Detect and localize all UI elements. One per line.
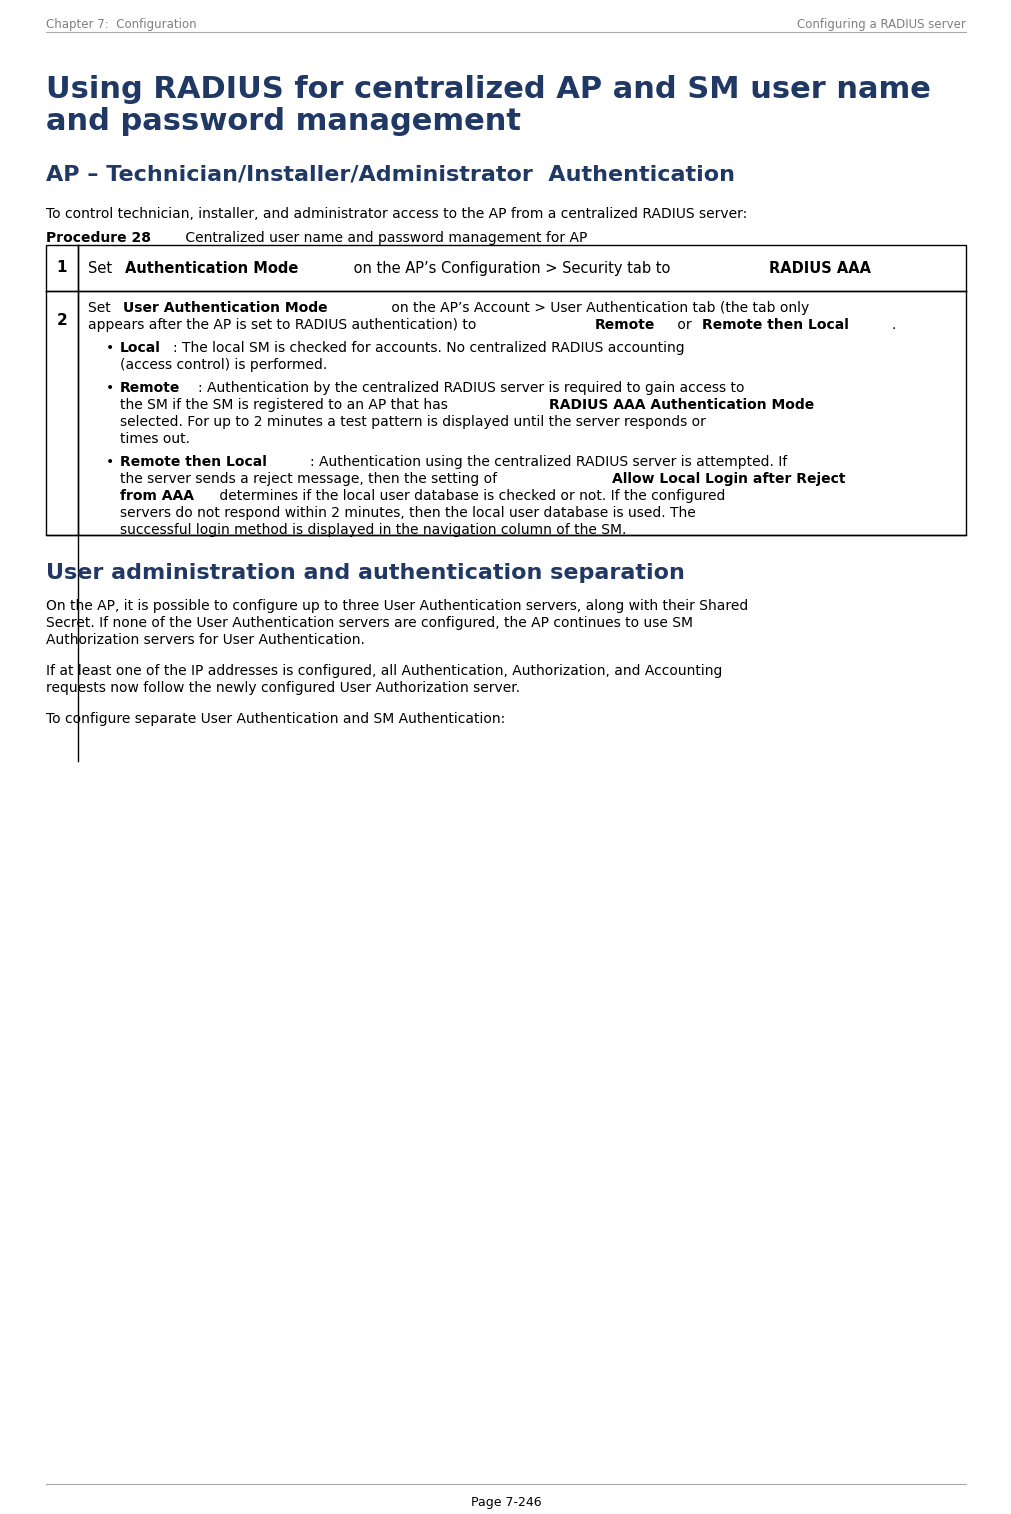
Text: and password management: and password management	[45, 107, 521, 136]
Text: : Authentication using the centralized RADIUS server is attempted. If: : Authentication using the centralized R…	[309, 456, 786, 469]
Text: If at least one of the IP addresses is configured, all Authentication, Authoriza: If at least one of the IP addresses is c…	[45, 665, 722, 678]
Text: servers do not respond within 2 minutes, then the local user database is used. T: servers do not respond within 2 minutes,…	[120, 506, 696, 519]
Text: Authorization servers for User Authentication.: Authorization servers for User Authentic…	[45, 633, 365, 646]
Text: (access control) is performed.: (access control) is performed.	[120, 357, 327, 372]
Text: To control technician, installer, and administrator access to the AP from a cent: To control technician, installer, and ad…	[45, 207, 746, 221]
Text: Procedure 28: Procedure 28	[45, 232, 151, 245]
Text: Secret. If none of the User Authentication servers are configured, the AP contin: Secret. If none of the User Authenticati…	[45, 616, 693, 630]
Text: User administration and authentication separation: User administration and authentication s…	[45, 563, 684, 583]
Text: Local: Local	[120, 341, 161, 354]
Text: Allow Local Login after Reject: Allow Local Login after Reject	[612, 472, 845, 486]
Text: Set: Set	[88, 301, 115, 315]
Text: RADIUS AAA Authentication Mode: RADIUS AAA Authentication Mode	[548, 398, 813, 412]
Text: requests now follow the newly configured User Authorization server.: requests now follow the newly configured…	[45, 681, 520, 695]
Text: Configuring a RADIUS server: Configuring a RADIUS server	[797, 18, 966, 30]
Text: •: •	[106, 382, 114, 395]
Text: Authentication Mode: Authentication Mode	[125, 260, 298, 276]
Text: RADIUS AAA: RADIUS AAA	[768, 260, 870, 276]
Text: Remote then Local: Remote then Local	[120, 456, 267, 469]
Text: On the AP, it is possible to configure up to three User Authentication servers, : On the AP, it is possible to configure u…	[45, 600, 747, 613]
Text: the SM if the SM is registered to an AP that has: the SM if the SM is registered to an AP …	[120, 398, 452, 412]
Text: from AAA: from AAA	[120, 489, 194, 503]
Text: Page 7-246: Page 7-246	[470, 1496, 541, 1509]
Text: Using RADIUS for centralized AP and SM user name: Using RADIUS for centralized AP and SM u…	[45, 76, 930, 104]
Text: appears after the AP is set to RADIUS authentication) to: appears after the AP is set to RADIUS au…	[88, 318, 480, 332]
Text: Remote: Remote	[594, 318, 654, 332]
Text: AP – Technician/Installer/Administrator  Authentication: AP – Technician/Installer/Administrator …	[45, 165, 734, 185]
Text: 2: 2	[57, 313, 68, 329]
Bar	[45, 245, 966, 534]
Text: : The local SM is checked for accounts. No centralized RADIUS accounting: : The local SM is checked for accounts. …	[173, 341, 683, 354]
Text: selected. For up to 2 minutes a test pattern is displayed until the server respo: selected. For up to 2 minutes a test pat…	[120, 415, 706, 428]
Text: times out.: times out.	[120, 431, 190, 447]
Text: Centralized user name and password management for AP: Centralized user name and password manag…	[181, 232, 587, 245]
Text: .: .	[891, 318, 896, 332]
Text: the server sends a reject message, then the setting of: the server sends a reject message, then …	[120, 472, 501, 486]
Text: on the AP’s Account > User Authentication tab (the tab only: on the AP’s Account > User Authenticatio…	[386, 301, 809, 315]
Text: : Authentication by the centralized RADIUS server is required to gain access to: : Authentication by the centralized RADI…	[198, 382, 744, 395]
Text: Remote: Remote	[120, 382, 180, 395]
Text: successful login method is displayed in the navigation column of the SM.: successful login method is displayed in …	[120, 522, 626, 537]
Text: User Authentication Mode: User Authentication Mode	[123, 301, 328, 315]
Text: •: •	[106, 456, 114, 469]
Text: Set: Set	[88, 260, 116, 276]
Text: •: •	[106, 341, 114, 354]
Text: on the AP’s Configuration > Security tab to: on the AP’s Configuration > Security tab…	[349, 260, 674, 276]
Text: Remote then Local: Remote then Local	[702, 318, 848, 332]
Text: Chapter 7:  Configuration: Chapter 7: Configuration	[45, 18, 196, 30]
Text: 1: 1	[57, 260, 67, 276]
Text: To configure separate User Authentication and SM Authentication:: To configure separate User Authenticatio…	[45, 712, 504, 727]
Text: determines if the local user database is checked or not. If the configured: determines if the local user database is…	[215, 489, 725, 503]
Text: or: or	[672, 318, 695, 332]
